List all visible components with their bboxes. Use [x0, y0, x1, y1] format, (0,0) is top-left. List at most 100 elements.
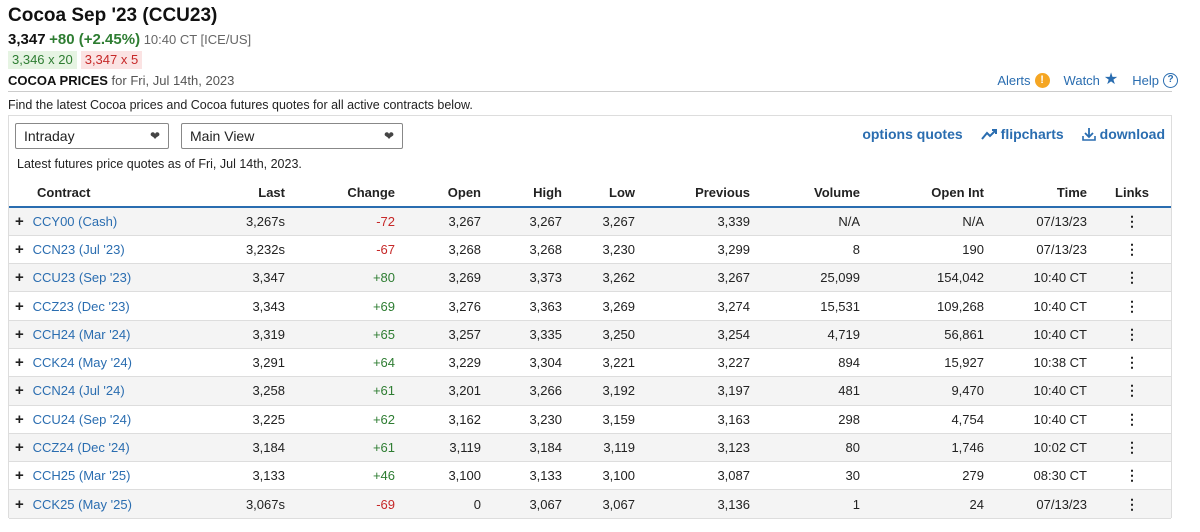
col-contract[interactable]: Contract — [9, 178, 189, 208]
more-options-icon[interactable]: ⋮ — [1125, 354, 1139, 371]
section-label: COCOA PRICES — [8, 72, 108, 88]
options-quotes-link[interactable]: options quotes — [862, 126, 962, 142]
more-options-icon[interactable]: ⋮ — [1125, 325, 1139, 342]
alerts-link[interactable]: Alerts ! — [997, 72, 1050, 88]
contract-link[interactable]: CCN24 (Jul '24) — [32, 383, 125, 399]
table-row: + CCN24 (Jul '24) 3,258 +61 3,201 3,266 3,192… — [9, 376, 1171, 406]
contract-link[interactable]: CCN23 (Jul '23) — [32, 241, 125, 257]
contract-link[interactable]: CCU23 (Sep '23) — [32, 270, 132, 286]
contract-link[interactable]: CCK24 (May '24) — [32, 355, 132, 371]
more-options-icon[interactable]: ⋮ — [1125, 240, 1139, 257]
col-high[interactable]: High — [487, 178, 568, 208]
col-low[interactable]: Low — [568, 178, 641, 208]
watch-link[interactable]: Watch ★ — [1064, 72, 1119, 88]
ask-badge: 3,347 x 5 — [80, 51, 143, 69]
expand-icon[interactable]: + — [15, 410, 24, 428]
high-cell: 3,373 — [487, 263, 568, 293]
expand-icon[interactable]: + — [15, 240, 24, 258]
contract-link[interactable]: CCY00 (Cash) — [32, 213, 118, 229]
open-cell: 3,268 — [401, 235, 487, 265]
more-options-icon[interactable]: ⋮ — [1125, 410, 1139, 427]
links-cell: ⋮ — [1093, 405, 1171, 434]
change-cell: -67 — [291, 235, 401, 265]
contract-cell: + CCZ23 (Dec '23) — [9, 291, 189, 321]
low-cell: 3,267 — [568, 207, 641, 236]
expand-icon[interactable]: + — [15, 382, 24, 400]
col-time[interactable]: Time — [990, 178, 1093, 208]
open-int-cell: 190 — [866, 235, 990, 265]
change-cell: +80 — [291, 263, 401, 293]
links-cell: ⋮ — [1093, 291, 1171, 321]
expand-icon[interactable]: + — [15, 269, 24, 287]
contract-link[interactable]: CCK25 (May '25) — [32, 496, 132, 512]
links-cell: ⋮ — [1093, 207, 1171, 236]
links-cell: ⋮ — [1093, 461, 1171, 491]
expand-icon[interactable]: + — [15, 495, 24, 513]
low-cell: 3,119 — [568, 433, 641, 463]
open-cell: 3,257 — [401, 320, 487, 349]
table-header-row: Contract Last Change Open High Low Previ… — [9, 178, 1171, 208]
contract-link[interactable]: CCU24 (Sep '24) — [32, 411, 132, 427]
contract-cell: + CCY00 (Cash) — [9, 207, 189, 236]
volume-cell: 15,531 — [756, 291, 866, 321]
flipcharts-label: flipcharts — [1000, 126, 1064, 142]
links-cell: ⋮ — [1093, 489, 1171, 519]
table-row: + CCK24 (May '24) 3,291 +64 3,229 3,304 3,221… — [9, 348, 1171, 378]
more-options-icon[interactable]: ⋮ — [1125, 269, 1139, 286]
change-cell: -69 — [291, 489, 401, 519]
open-cell: 3,267 — [401, 207, 487, 236]
open-int-cell: 154,042 — [866, 263, 990, 293]
col-open[interactable]: Open — [401, 178, 487, 208]
expand-icon[interactable]: + — [15, 467, 24, 485]
last-cell: 3,267s — [189, 207, 291, 236]
high-cell: 3,184 — [487, 433, 568, 463]
expand-icon[interactable]: + — [15, 354, 24, 372]
previous-cell: 3,274 — [641, 291, 756, 321]
high-cell: 3,304 — [487, 348, 568, 378]
volume-cell: 80 — [756, 433, 866, 463]
more-options-icon[interactable]: ⋮ — [1125, 382, 1139, 399]
expand-icon[interactable]: + — [15, 297, 24, 315]
col-last[interactable]: Last — [189, 178, 291, 208]
expand-icon[interactable]: + — [15, 212, 24, 230]
volume-cell: 4,719 — [756, 320, 866, 349]
alert-icon: ! — [1034, 72, 1050, 88]
period-select[interactable]: Intraday ❤ — [15, 123, 169, 149]
contract-cell: + CCN24 (Jul '24) — [9, 376, 189, 406]
contract-link[interactable]: CCZ23 (Dec '23) — [32, 298, 130, 314]
open-cell: 3,229 — [401, 348, 487, 378]
contract-link[interactable]: CCH25 (Mar '25) — [32, 468, 131, 484]
more-options-icon[interactable]: ⋮ — [1125, 439, 1139, 456]
more-options-icon[interactable]: ⋮ — [1125, 297, 1139, 314]
more-options-icon[interactable]: ⋮ — [1125, 495, 1139, 512]
contract-cell: + CCH24 (Mar '24) — [9, 320, 189, 349]
more-options-icon[interactable]: ⋮ — [1125, 212, 1139, 229]
download-link[interactable]: download — [1081, 126, 1165, 142]
quotes-panel: Intraday ❤ Main View ❤ options quotes fl… — [8, 115, 1172, 519]
table-row: + CCZ24 (Dec '24) 3,184 +61 3,119 3,184 3,119… — [9, 433, 1171, 463]
links-cell: ⋮ — [1093, 235, 1171, 265]
help-link[interactable]: Help ? — [1132, 72, 1178, 88]
open-int-cell: 279 — [866, 461, 990, 491]
col-volume[interactable]: Volume — [756, 178, 866, 208]
period-value: Intraday — [24, 128, 75, 144]
previous-cell: 3,267 — [641, 263, 756, 293]
low-cell: 3,100 — [568, 461, 641, 491]
previous-cell: 3,197 — [641, 376, 756, 406]
open-int-cell: 24 — [866, 489, 990, 519]
table-body: + CCY00 (Cash) 3,267s -72 3,267 3,267 3,267 3,… — [9, 207, 1171, 519]
col-previous[interactable]: Previous — [641, 178, 756, 208]
expand-icon[interactable]: + — [15, 439, 24, 457]
contract-link[interactable]: CCZ24 (Dec '24) — [32, 440, 130, 456]
contract-link[interactable]: CCH24 (Mar '24) — [32, 326, 131, 342]
expand-icon[interactable]: + — [15, 325, 24, 343]
section-date: for Fri, Jul 14th, 2023 — [111, 72, 235, 88]
price-change: +80 (+2.45%) — [49, 31, 141, 48]
col-change[interactable]: Change — [291, 178, 401, 208]
col-open-int[interactable]: Open Int — [866, 178, 990, 208]
volume-cell: 481 — [756, 376, 866, 406]
open-cell: 3,269 — [401, 263, 487, 293]
flipcharts-link[interactable]: flipcharts — [980, 126, 1064, 142]
view-select[interactable]: Main View ❤ — [181, 123, 403, 149]
more-options-icon[interactable]: ⋮ — [1125, 467, 1139, 484]
